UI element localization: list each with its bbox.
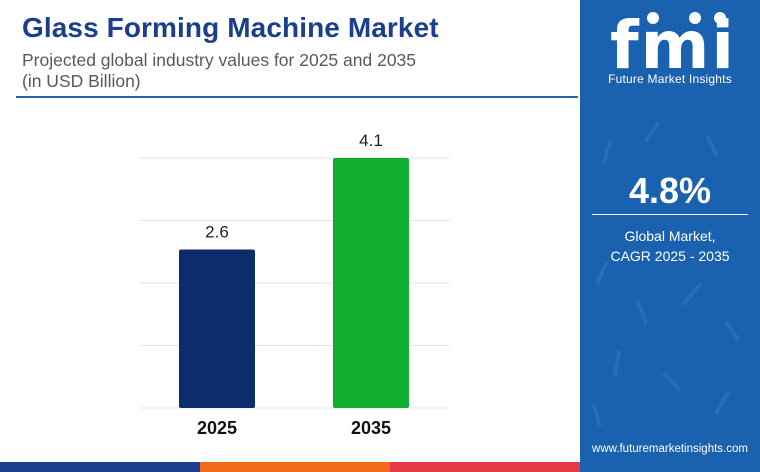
chart-data-labels: 2.6 4.1 [205,131,383,241]
bar-2025 [179,249,255,408]
data-label-2035: 4.1 [359,131,383,150]
chart-panel: Glass Forming Machine Market Projected g… [0,12,580,472]
logo-dot-icons [647,12,726,24]
bar-chart: 2.6 4.1 2025 2035 [140,131,450,438]
decorative-pattern [592,121,740,428]
brand-name: Future Market Insights [608,72,732,86]
page-title: Glass Forming Machine Market [22,12,439,43]
fmi-logo-wordmark: fmi [610,8,736,84]
chart-x-tick-labels: 2025 2035 [197,418,391,438]
logo-dot-icon [689,12,701,24]
chart-subtitle: Projected global industry values for 202… [22,50,522,92]
website-link[interactable]: www.futuremarketinsights.com [592,443,748,455]
x-tick-label-2025: 2025 [197,418,237,438]
cagr-divider [592,214,748,215]
cagr-label-line-1: Global Market, [624,228,716,244]
chart-bars [179,158,409,408]
cagr-value: 4.8% [628,170,712,211]
summary-panel: fmi Future Market Insights 4.8% Global M… [580,0,760,472]
cagr-label: Global Market, CAGR 2025 - 2035 [580,226,760,266]
subtitle-line-2: (in USD Billion) [22,71,141,91]
bar-2035 [333,158,409,408]
strip-segment-blue [0,462,200,472]
data-label-2025: 2.6 [205,222,229,241]
cagr-label-line-2: CAGR 2025 - 2035 [610,248,730,264]
logo-dot-icon [647,12,659,24]
strip-segment-orange [200,462,390,472]
fmi-logo: fmi [610,8,736,84]
strip-segment-red [390,462,580,472]
x-tick-label-2035: 2035 [351,418,391,438]
logo-dot-icon [714,12,726,24]
header-divider [16,96,578,98]
bottom-color-strip [0,462,580,472]
subtitle-line-1: Projected global industry values for 202… [22,50,417,70]
